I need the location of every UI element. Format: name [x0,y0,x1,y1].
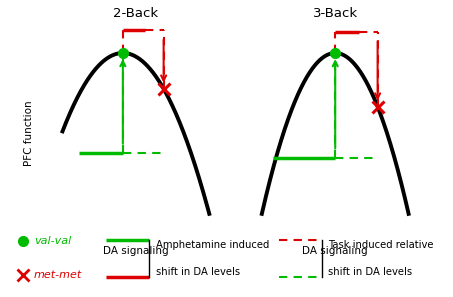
Text: DA signaling: DA signaling [103,246,169,256]
Text: shift in DA levels: shift in DA levels [328,266,413,277]
Title: 2-Back: 2-Back [113,7,159,20]
Text: PFC function: PFC function [24,101,34,166]
Text: Task induced relative: Task induced relative [328,240,434,250]
Text: met-met: met-met [34,270,82,280]
Text: val-val: val-val [34,236,71,247]
Text: Amphetamine induced: Amphetamine induced [156,240,270,250]
Text: shift in DA levels: shift in DA levels [156,266,241,277]
Title: 3-Back: 3-Back [313,7,358,20]
Text: DA signaling: DA signaling [303,246,368,256]
